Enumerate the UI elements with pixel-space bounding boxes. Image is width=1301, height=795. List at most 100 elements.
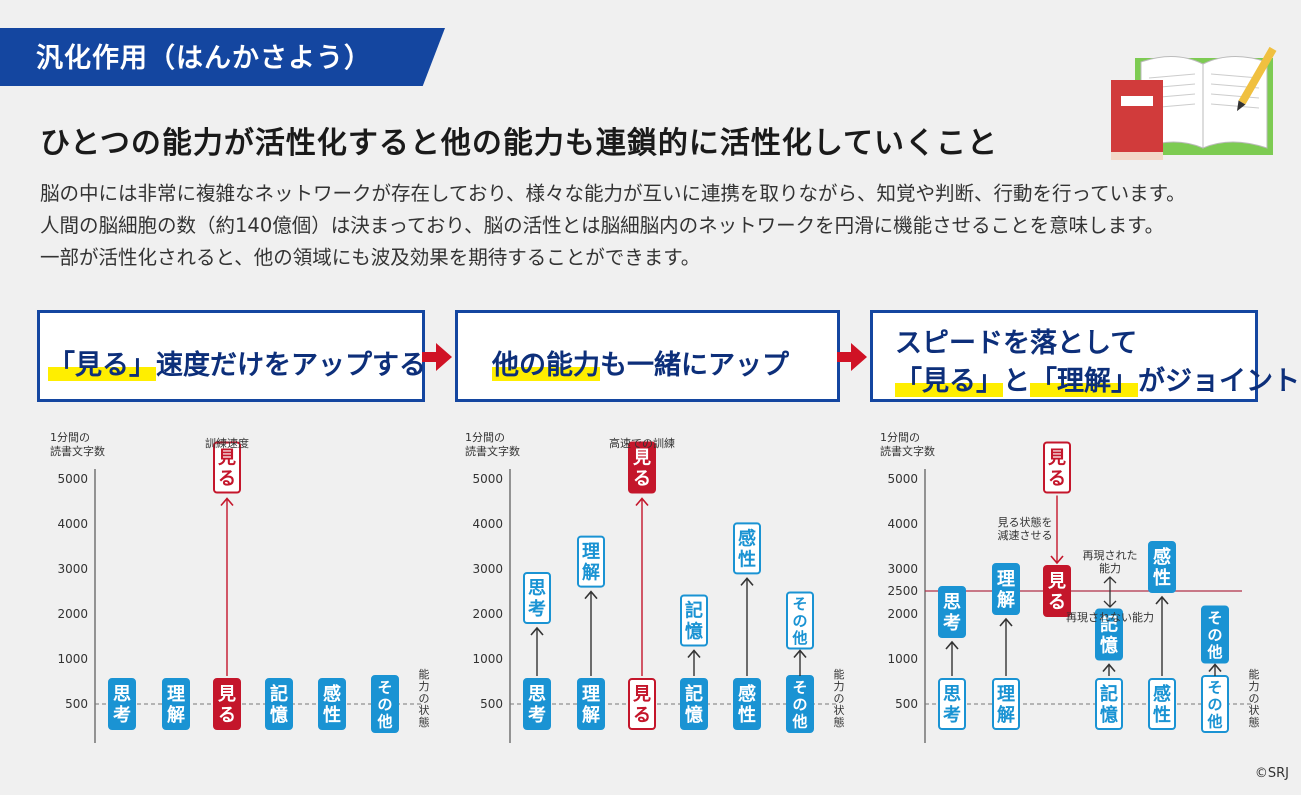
ability-記憶-base-char: 記 <box>1100 683 1118 705</box>
book-icon <box>1111 46 1277 160</box>
y-axis-label: 読書文字数 <box>880 444 935 458</box>
ability-記憶-base-box <box>680 678 708 730</box>
ability-見る-base-char: る <box>218 705 236 726</box>
diagram-panel-2: 1分間の読書文字数50010002000300040005000能力の状態思考思… <box>465 431 845 743</box>
y-tick-label: 3000 <box>472 562 503 576</box>
description-line-1: 脳の中には非常に複雑なネットワークが存在しており、様々な能力が互いに連携を取りな… <box>40 182 1186 205</box>
ability-その他-base-char: の <box>792 695 807 713</box>
ability-見る-top-box <box>628 441 656 494</box>
ability-思考-top-char: 思 <box>943 592 961 613</box>
y-tick-label: 4000 <box>57 517 88 531</box>
ability-記憶-top-box <box>1095 608 1123 661</box>
ability-思考-base-box <box>938 678 966 730</box>
ability-思考-base-char: 考 <box>528 704 546 726</box>
ability-思考-char: 考 <box>113 704 131 726</box>
ability-理解-base-char: 理 <box>997 684 1015 705</box>
y-axis-label: 1分間の <box>880 431 920 444</box>
ability-理解-top-box <box>577 535 605 588</box>
ability-見る-top-char: る <box>633 468 651 489</box>
step-box-1: 「見る」速度だけをアップする <box>37 310 426 402</box>
ability-見る-top-char: 見 <box>1047 447 1066 468</box>
x-axis-label-char: 能 <box>1249 667 1260 681</box>
diagram-panel-3: 1分間の読書文字数500100020002500300040005000能力の状… <box>880 431 1260 743</box>
ability-見る-top-char: る <box>218 468 236 489</box>
ability-見る-top-char: 見 <box>217 447 236 468</box>
y-tick-label: 1000 <box>472 652 503 666</box>
y-tick-label: 4000 <box>887 517 918 531</box>
ability-見る-base-char: 見 <box>217 684 236 705</box>
y-tick-label: 500 <box>895 697 918 711</box>
ability-理解-top-box <box>992 563 1020 615</box>
top-label: 高速での訓練 <box>609 436 675 450</box>
ability-感性-base-char: 性 <box>1153 704 1171 726</box>
x-axis-label-char: 態 <box>419 715 430 729</box>
ability-思考-top-char: 考 <box>943 612 961 634</box>
ability-記憶-char: 記 <box>270 683 288 705</box>
ability-思考-top-box <box>938 586 966 638</box>
y-tick-label: 2000 <box>57 607 88 621</box>
ability-感性-top-char: 性 <box>738 548 756 570</box>
x-axis-label-char: 能 <box>834 667 845 681</box>
y-tick-label: 3000 <box>887 562 918 576</box>
ability-その他-char: の <box>377 695 392 713</box>
ability-その他-base-char: 他 <box>791 712 807 730</box>
ability-理解-top-char: 理 <box>582 542 600 563</box>
ability-感性-top-char: 性 <box>1153 567 1171 589</box>
banner-title: 汎化作用（はんかさよう） <box>36 43 372 74</box>
y-tick-label: 2500 <box>887 584 918 598</box>
ability-理解-char: 理 <box>167 684 185 705</box>
step-box-2: 他の能力も一緒にアップ <box>455 310 840 402</box>
ability-記憶-top-char: 記 <box>685 599 703 621</box>
ability-感性-char: 性 <box>323 704 341 726</box>
ability-思考-char: 思 <box>113 684 131 705</box>
ability-思考-top-box <box>523 572 551 624</box>
ability-思考-base-box <box>523 678 551 730</box>
ability-思考-base-char: 思 <box>528 684 546 705</box>
ability-見る-top-char: る <box>1048 468 1066 489</box>
x-axis-label-char: の <box>834 692 845 705</box>
step-box-3: スピードを落として 「見る」と「理解」がジョイント <box>870 310 1300 402</box>
ability-思考-base-char: 考 <box>943 704 961 726</box>
description: 脳の中には非常に複雑なネットワークが存在しており、様々な能力が互いに連携を取りな… <box>40 178 1270 274</box>
ability-感性-base-box <box>733 678 761 730</box>
ability-理解-char: 解 <box>167 704 185 726</box>
ability-その他-top-char: の <box>792 612 807 630</box>
ability-思考-top-char: 考 <box>528 598 546 620</box>
ability-見る-arrowhead <box>220 497 234 507</box>
ability-思考-box <box>108 678 136 730</box>
y-tick-label: 2000 <box>472 607 503 621</box>
ability-その他-top-char: 他 <box>791 629 807 647</box>
ability-理解-top-char: 解 <box>582 562 600 584</box>
x-axis-label-char: 態 <box>834 715 845 729</box>
x-axis-label-char: 状 <box>419 703 430 717</box>
y-tick-label: 2000 <box>887 607 918 621</box>
annotation-reproduced: 能力 <box>1099 561 1121 575</box>
ability-記憶-base-box <box>1095 678 1123 730</box>
y-tick-label: 1000 <box>57 652 88 666</box>
y-axis-label: 読書文字数 <box>465 444 520 458</box>
ability-その他-base-char: そ <box>792 678 807 696</box>
annotation-slowdown: 減速させる <box>998 528 1053 542</box>
y-tick-label: 5000 <box>472 472 503 486</box>
ability-その他-top-char: そ <box>792 595 807 613</box>
ability-感性-arrowhead <box>740 577 754 586</box>
ability-見る-base-char: る <box>633 705 651 726</box>
ability-見る-arrowhead <box>1050 555 1064 565</box>
ability-理解-base-box <box>992 678 1020 730</box>
ability-記憶-box <box>265 678 293 730</box>
ability-その他-base-char: そ <box>1207 678 1222 696</box>
ability-見る-top-char: 見 <box>632 447 651 468</box>
ability-理解-top-char: 解 <box>997 589 1015 611</box>
ability-その他-top-char: そ <box>1207 609 1222 627</box>
ability-理解-base-char: 理 <box>582 684 600 705</box>
y-axis-label: 読書文字数 <box>50 444 105 458</box>
ability-記憶-top-box <box>680 594 708 647</box>
main-heading: ひとつの能力が活性化すると他の能力も連鎖的に活性化していくこと <box>40 126 998 161</box>
ability-見る-top-box <box>1043 441 1071 494</box>
ability-理解-top-char: 理 <box>997 569 1015 590</box>
ability-記憶-arrowhead <box>687 649 701 659</box>
description-line-2: 人間の脳細胞の数（約140億個）は決まっており、脳の活性とは脳細脳内のネットワー… <box>40 214 1165 237</box>
ability-感性-top-char: 感 <box>1153 546 1171 568</box>
ability-その他-top-char: 他 <box>1206 643 1222 661</box>
x-axis-label-char: 状 <box>1249 703 1260 717</box>
